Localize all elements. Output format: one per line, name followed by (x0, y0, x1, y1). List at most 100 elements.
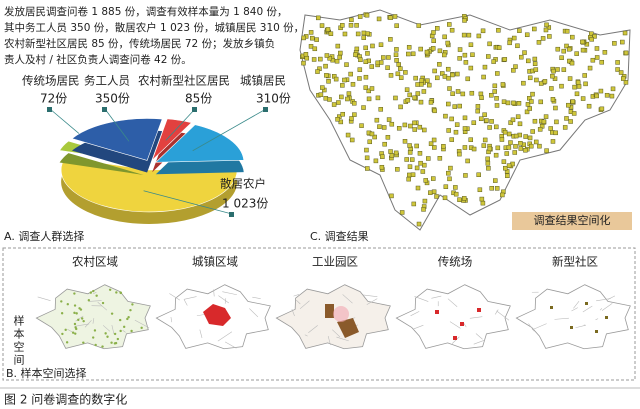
sample-point (528, 143, 534, 149)
sample-point (442, 52, 447, 58)
sample-point (533, 139, 539, 145)
boundary (134, 319, 150, 329)
sample-point (491, 59, 496, 64)
sample-point (396, 126, 402, 131)
sample-point (468, 65, 474, 71)
rural-point (94, 343, 97, 347)
sample-point (487, 146, 493, 152)
sample-point (623, 50, 629, 56)
rural-point (106, 335, 109, 338)
sample-point (494, 103, 500, 108)
leader-marker (102, 107, 107, 112)
sample-point (388, 149, 393, 154)
sample-point (442, 34, 447, 40)
rural-point (101, 301, 105, 305)
new-community (585, 302, 588, 305)
sample-point (482, 137, 488, 143)
sample-point (414, 165, 420, 171)
sample-point (550, 139, 556, 144)
map-tag-box (512, 212, 632, 230)
sample-point (406, 176, 411, 182)
sample-point (478, 116, 484, 121)
sample-point (570, 34, 575, 40)
sample-point (568, 119, 573, 124)
urban-area (203, 304, 231, 326)
boundary (218, 295, 230, 304)
sample-point (493, 178, 498, 183)
intro-line: 其中务工人员 350 份，散居农户 1 023 份，城镇居民 310 份， (4, 21, 304, 34)
sample-point (431, 137, 437, 143)
pie-value-label: 310份 (256, 92, 291, 106)
sample-point (338, 119, 344, 125)
sample-point (561, 67, 567, 72)
boundary (102, 325, 111, 332)
sample-point (365, 51, 370, 56)
rural-point (73, 304, 77, 307)
market-town (453, 336, 457, 340)
sample-point (532, 118, 538, 124)
side-label: 样本空间 (12, 314, 25, 367)
sample-point (377, 124, 382, 129)
sample-point (504, 151, 510, 156)
sample-point (476, 33, 482, 39)
sample-point (622, 30, 628, 36)
sample-point (501, 159, 507, 164)
sample-point (592, 34, 597, 39)
sample-point (518, 54, 524, 60)
sample-point (425, 78, 430, 83)
sample-point (345, 132, 351, 138)
sample-point (449, 116, 454, 122)
sample-point (373, 158, 379, 164)
sample-point (386, 117, 392, 122)
sample-point (314, 37, 319, 42)
boundary (252, 296, 261, 299)
sample-point (465, 76, 471, 82)
sample-point (468, 137, 473, 142)
sample-point (612, 41, 617, 46)
sample-point (405, 97, 411, 103)
sample-point (349, 137, 355, 143)
sample-point (551, 68, 556, 74)
sample-point (484, 118, 489, 123)
sample-point (418, 46, 423, 52)
rural-point (116, 337, 120, 341)
industrial-area (337, 318, 359, 338)
sample-point (410, 51, 416, 57)
boundary (528, 323, 535, 332)
rural-point (127, 316, 130, 319)
sample-point (489, 119, 494, 124)
sample-point (324, 53, 330, 58)
boundary (213, 289, 215, 297)
new-community (595, 330, 598, 333)
sample-point (446, 170, 451, 176)
sample-point (500, 82, 506, 87)
sample-point (574, 91, 580, 97)
sample-point (301, 35, 306, 41)
sample-point (524, 109, 530, 115)
sample-point (526, 58, 531, 64)
sample-point (564, 43, 569, 49)
sample-point (454, 122, 460, 127)
boundary (295, 299, 301, 305)
sample-point (449, 137, 455, 142)
sample-point (355, 31, 361, 37)
boundary (75, 315, 84, 322)
sample-point (342, 77, 347, 83)
sample-point (450, 91, 455, 96)
leader-line (192, 108, 267, 152)
sample-point (527, 106, 532, 111)
sample-point (440, 71, 445, 76)
sample-point (534, 77, 539, 83)
sample-point (462, 18, 467, 23)
sample-point (428, 190, 433, 195)
sample-point (369, 131, 375, 137)
rural-point (66, 303, 69, 306)
sample-point (404, 157, 409, 162)
pie-value-label: 350份 (95, 92, 130, 106)
sample-point (366, 88, 372, 94)
boundary (342, 294, 353, 304)
sample-point (575, 80, 581, 85)
sample-point (435, 75, 440, 81)
sample-point (480, 200, 486, 206)
sample-point (372, 134, 377, 140)
